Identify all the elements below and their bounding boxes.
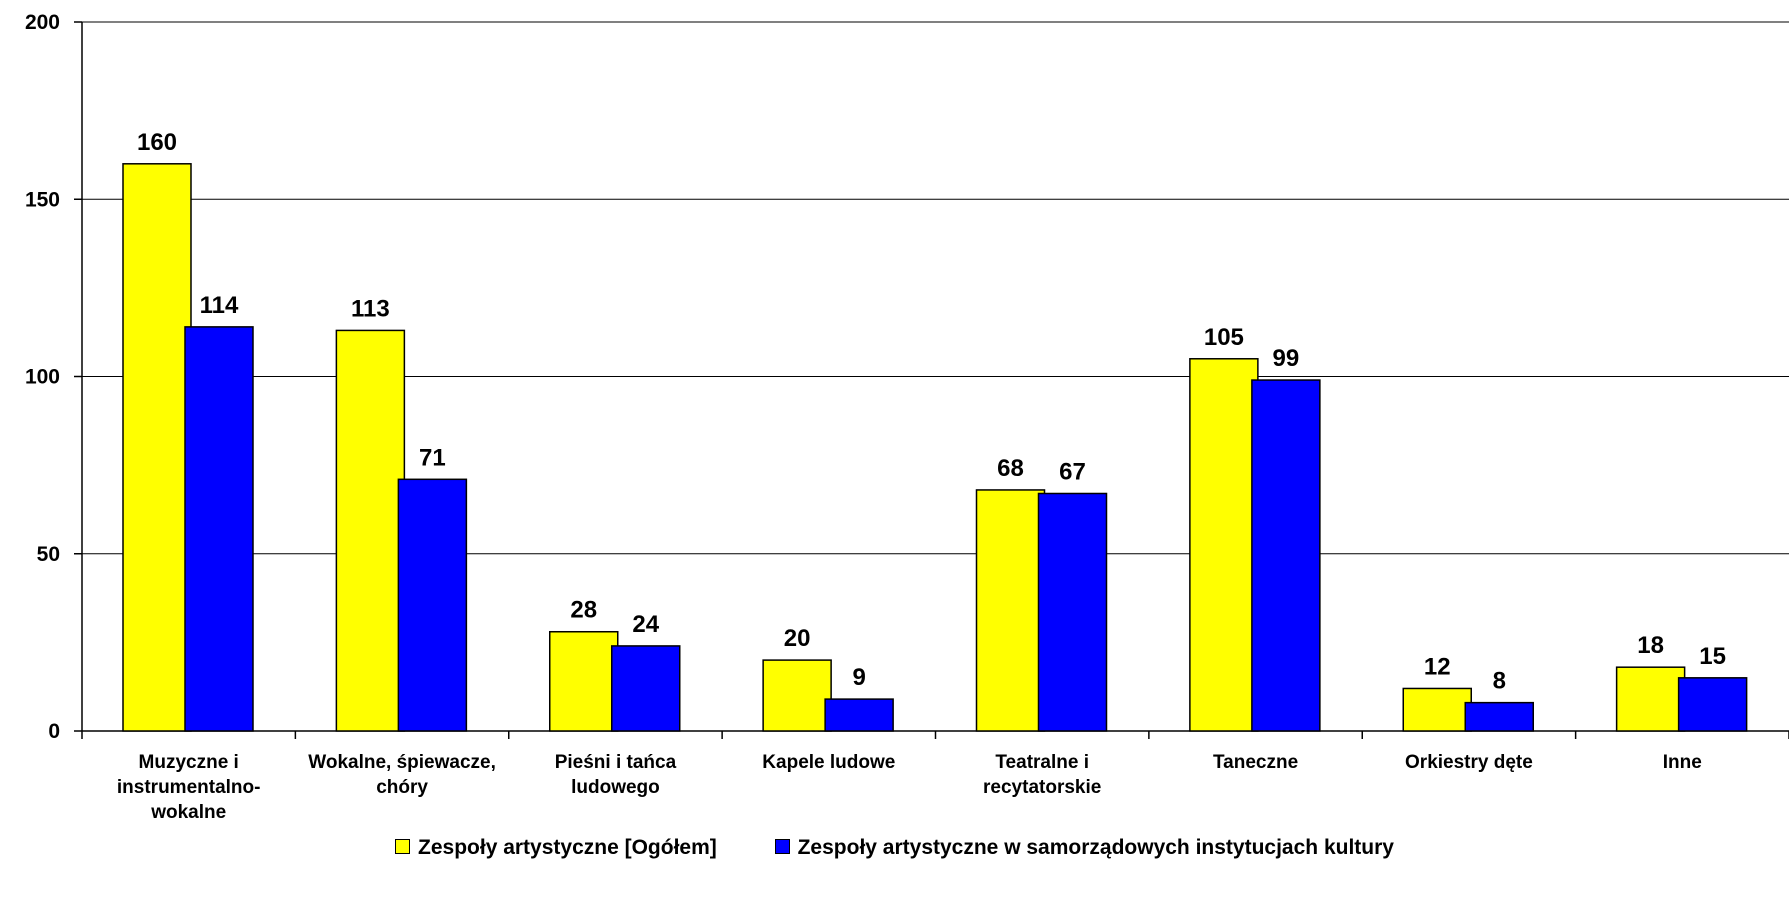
bar-series-2 bbox=[1252, 380, 1320, 731]
category-label-line: Taneczne bbox=[1213, 752, 1298, 773]
bar-series-1 bbox=[336, 330, 404, 731]
bar-series-2 bbox=[398, 479, 466, 731]
data-label-series-1: 20 bbox=[784, 625, 811, 652]
category-label-line: Kapele ludowe bbox=[762, 752, 895, 773]
data-label-series-2: 15 bbox=[1699, 643, 1726, 670]
legend-label-series-1: Zespoły artystyczne [Ogółem] bbox=[418, 836, 717, 859]
bar-series-2 bbox=[185, 327, 253, 731]
bar-series-1 bbox=[550, 632, 618, 731]
y-tick-label: 50 bbox=[37, 543, 60, 566]
data-label-series-1: 18 bbox=[1637, 632, 1664, 659]
category-label: Inne bbox=[1663, 752, 1702, 773]
data-label-series-1: 105 bbox=[1204, 324, 1244, 351]
category-label: Taneczne bbox=[1213, 752, 1298, 773]
bar-series-1 bbox=[977, 490, 1045, 731]
y-tick-label: 100 bbox=[25, 366, 60, 389]
bar-series-1 bbox=[1617, 667, 1685, 731]
category-label: Pieśni i tańca ludowego bbox=[555, 752, 677, 798]
category-label-line: Orkiestry dęte bbox=[1405, 752, 1533, 773]
data-label-series-1: 68 bbox=[997, 455, 1024, 482]
category-label-line: Inne bbox=[1663, 752, 1702, 773]
data-label-series-1: 28 bbox=[570, 597, 597, 624]
category-label-line: Teatralne i bbox=[995, 752, 1089, 773]
category-label: Wokalne, śpiewacze, chóry bbox=[308, 752, 496, 798]
data-label-series-2: 114 bbox=[200, 292, 239, 319]
category-label: Kapele ludowe bbox=[762, 752, 895, 773]
bar-series-1 bbox=[763, 660, 831, 731]
legend-swatch-series-1 bbox=[395, 839, 410, 854]
data-label-series-2: 67 bbox=[1059, 458, 1086, 485]
category-labels: Muzyczne i instrumentalno-wokalne Wokalne,… bbox=[117, 752, 1702, 823]
category-label-line: wokalne bbox=[150, 802, 226, 823]
y-tick-labels: 0 50 100 150 200 bbox=[25, 11, 60, 743]
category-label-line: Muzyczne i bbox=[139, 752, 239, 773]
bars bbox=[123, 164, 1747, 731]
y-tick-label: 150 bbox=[25, 188, 60, 211]
data-label-series-2: 71 bbox=[419, 444, 446, 471]
bar-series-1 bbox=[1190, 359, 1258, 731]
data-label-series-2: 9 bbox=[852, 664, 865, 691]
category-label-line: Wokalne, śpiewacze, bbox=[308, 752, 496, 773]
category-label-line: Pieśni i tańca bbox=[555, 752, 677, 773]
legend-item-series-2: Zespoły artystyczne w samorządowych inst… bbox=[775, 836, 1394, 860]
category-label-line: ludowego bbox=[571, 777, 660, 798]
category-label: Muzyczne i instrumentalno-wokalne bbox=[117, 752, 261, 823]
data-label-series-1: 12 bbox=[1424, 653, 1451, 680]
legend-swatch-series-2 bbox=[775, 839, 790, 854]
legend: Zespoły artystyczne [Ogółem] Zespoły art… bbox=[0, 836, 1789, 860]
category-label-line: chóry bbox=[376, 777, 428, 798]
bar-series-2 bbox=[1039, 493, 1107, 731]
y-tick-label: 200 bbox=[25, 11, 60, 34]
category-label: Orkiestry dęte bbox=[1405, 752, 1533, 773]
category-label-line: instrumentalno- bbox=[117, 777, 261, 798]
bar-series-1 bbox=[123, 164, 191, 731]
legend-item-series-1: Zespoły artystyczne [Ogółem] bbox=[395, 836, 717, 860]
bar-series-2 bbox=[825, 699, 893, 731]
data-label-series-1: 113 bbox=[351, 295, 390, 322]
data-label-series-2: 24 bbox=[632, 611, 659, 638]
bar-series-2 bbox=[1679, 678, 1747, 731]
bar-series-2 bbox=[1465, 703, 1533, 731]
bar-series-2 bbox=[612, 646, 680, 731]
category-label: Teatralne i recytatorskie bbox=[983, 752, 1101, 798]
data-label-series-2: 99 bbox=[1273, 345, 1300, 372]
y-tick-label: 0 bbox=[48, 720, 60, 743]
bar-series-1 bbox=[1403, 688, 1471, 731]
data-label-series-1: 160 bbox=[137, 129, 177, 156]
category-label-line: recytatorskie bbox=[983, 777, 1101, 798]
legend-label-series-2: Zespoły artystyczne w samorządowych inst… bbox=[798, 836, 1394, 859]
data-label-series-2: 8 bbox=[1493, 668, 1506, 695]
axes bbox=[74, 22, 1789, 739]
